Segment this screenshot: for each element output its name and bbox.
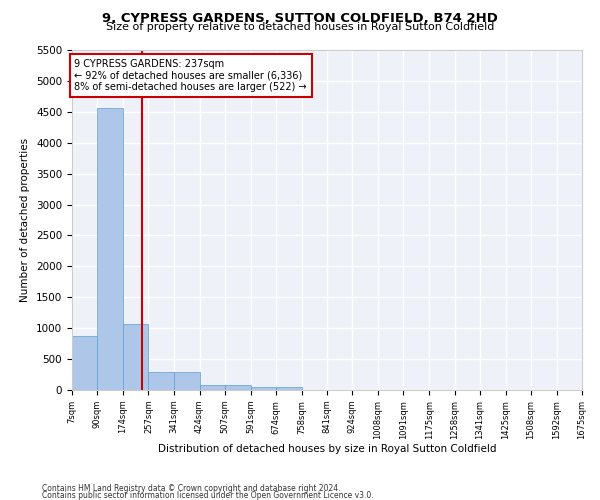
Bar (148, 372, 174, 390)
Text: Size of property relative to detached houses in Royal Sutton Coldfield: Size of property relative to detached ho… (106, 22, 494, 32)
Bar (97, 108, 123, 390)
Bar (199, 385, 225, 390)
Bar (225, 385, 251, 390)
Bar (72, 336, 97, 390)
Y-axis label: Number of detached properties: Number of detached properties (20, 138, 31, 302)
Bar (276, 387, 302, 390)
X-axis label: Distribution of detached houses by size in Royal Sutton Coldfield: Distribution of detached houses by size … (158, 444, 496, 454)
Text: 9, CYPRESS GARDENS, SUTTON COLDFIELD, B74 2HD: 9, CYPRESS GARDENS, SUTTON COLDFIELD, B7… (102, 12, 498, 26)
Bar (174, 372, 199, 390)
Text: Contains public sector information licensed under the Open Government Licence v3: Contains public sector information licen… (42, 490, 374, 500)
Text: Contains HM Land Registry data © Crown copyright and database right 2024.: Contains HM Land Registry data © Crown c… (42, 484, 341, 493)
Bar (123, 324, 148, 390)
Bar (251, 386, 276, 390)
Text: 9 CYPRESS GARDENS: 237sqm
← 92% of detached houses are smaller (6,336)
8% of sem: 9 CYPRESS GARDENS: 237sqm ← 92% of detac… (74, 60, 307, 92)
